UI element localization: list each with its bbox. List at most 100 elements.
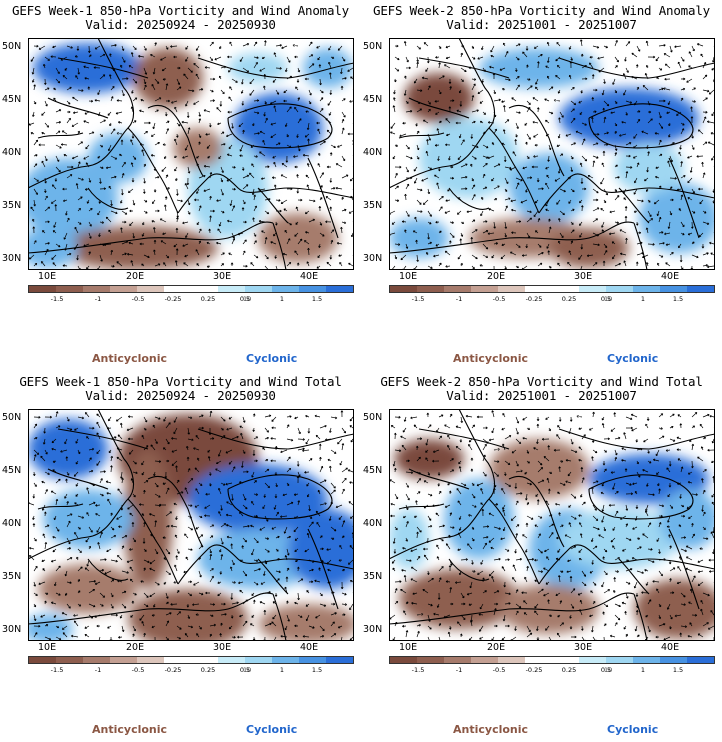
wind-arrow — [647, 522, 652, 528]
wind-arrow — [296, 188, 300, 194]
wind-arrow — [275, 482, 278, 488]
wind-arrow — [702, 116, 707, 124]
wind-arrow — [306, 184, 310, 190]
wind-arrow — [614, 614, 621, 621]
wind-arrow — [154, 548, 159, 555]
wind-arrow — [241, 545, 245, 550]
wind-arrow — [636, 471, 641, 478]
wind-arrow — [154, 438, 158, 444]
wind-arrow — [286, 238, 291, 245]
wind-arrow — [40, 261, 46, 267]
wind-arrow — [609, 634, 616, 638]
wind-arrow — [479, 120, 484, 124]
wind-arrow — [580, 177, 584, 184]
wind-arrow — [315, 614, 321, 619]
wind-arrow — [271, 621, 277, 627]
wind-arrow — [702, 264, 709, 267]
wind-arrow — [410, 548, 418, 553]
wind-arrow — [30, 56, 35, 62]
wind-arrow — [160, 240, 167, 245]
wind-arrow — [421, 76, 429, 80]
wind-arrow — [633, 144, 638, 149]
wind-arrow — [603, 188, 608, 196]
wind-arrow — [493, 221, 497, 229]
wind-arrow — [592, 160, 596, 168]
wind-arrow — [130, 478, 134, 484]
wind-arrow — [601, 423, 605, 429]
wind-arrow — [187, 614, 191, 619]
wind-arrow — [110, 512, 113, 517]
wind-arrow — [205, 133, 211, 136]
wind-arrow — [44, 100, 48, 107]
wind-arrow — [52, 548, 57, 553]
wind-arrow — [701, 161, 704, 168]
wind-arrow — [251, 163, 255, 168]
wind-arrow — [557, 262, 561, 267]
wind-arrow — [625, 523, 629, 528]
wind-arrow — [686, 78, 693, 83]
wind-arrow — [669, 614, 673, 620]
wind-arrow — [680, 194, 684, 201]
wind-arrow — [193, 63, 200, 69]
wind-arrow — [176, 86, 182, 91]
wind-arrow — [174, 260, 178, 267]
wind-arrow — [658, 254, 664, 258]
wind-arrow — [515, 533, 519, 539]
wind-arrow — [165, 525, 170, 528]
wind-arrow — [635, 221, 639, 226]
wind-arrow — [394, 580, 402, 583]
wind-arrow — [143, 121, 151, 125]
wind-arrow — [220, 263, 225, 267]
wind-arrow — [163, 204, 167, 212]
wind-arrow — [525, 188, 528, 193]
wind-arrow — [198, 592, 204, 596]
wind-arrow — [546, 41, 550, 47]
wind-arrow — [305, 414, 310, 418]
coastlines — [389, 38, 715, 270]
vorticity-region — [58, 226, 218, 270]
wind-arrow — [75, 460, 79, 465]
wind-arrow — [460, 44, 465, 48]
wind-arrow — [468, 438, 473, 443]
wind-arrow — [393, 78, 397, 83]
wind-arrow — [53, 221, 57, 228]
wind-arrow — [77, 515, 85, 519]
wind-arrow — [66, 100, 71, 105]
wind-arrow — [658, 558, 666, 561]
wind-arrow — [286, 144, 292, 148]
wind-arrow — [132, 633, 135, 638]
wind-arrow — [471, 559, 474, 565]
wind-arrow — [227, 110, 233, 114]
wind-arrow — [262, 570, 266, 576]
wind-arrow — [697, 129, 704, 135]
wind-arrow — [575, 130, 583, 135]
wind-arrow — [680, 122, 685, 126]
wind-arrow — [413, 177, 418, 184]
wind-arrow — [624, 206, 628, 212]
wind-arrow — [701, 243, 705, 249]
map-canvas — [28, 409, 354, 641]
wind-arrow — [76, 556, 79, 561]
wind-arrow — [143, 78, 147, 85]
wind-arrow — [433, 612, 440, 616]
wind-arrow — [631, 75, 638, 80]
wind-arrow — [515, 56, 520, 61]
lat-label: 35N — [363, 200, 383, 211]
lat-label: 40N — [2, 518, 22, 529]
wind-arrow — [108, 185, 112, 190]
vorticity-map — [389, 409, 715, 641]
wind-arrow — [316, 121, 320, 125]
wind-arrow — [603, 116, 607, 124]
colorbar-tick-label: -1.5 — [50, 295, 64, 303]
wind-arrow — [702, 592, 710, 597]
wind-arrow — [33, 199, 37, 207]
wind-arrow — [446, 133, 451, 137]
wind-arrow — [435, 111, 440, 115]
wind-arrow — [338, 254, 343, 257]
wind-arrow — [328, 61, 332, 69]
wind-arrow — [471, 155, 477, 160]
wind-arrow — [555, 502, 561, 506]
wind-arrow — [394, 493, 399, 500]
wind-arrow — [570, 493, 577, 499]
wind-arrow — [184, 183, 189, 190]
